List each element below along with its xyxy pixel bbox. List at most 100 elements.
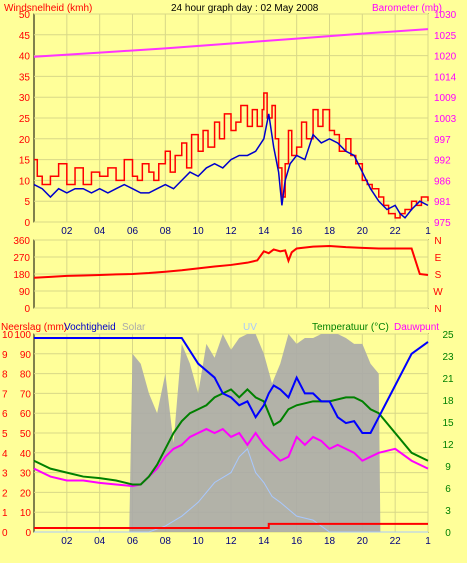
x-tick-label: 14: [258, 226, 270, 237]
y-right-temp-tick-label: 0: [445, 528, 451, 539]
x-tick-label: 16: [291, 536, 303, 547]
uv-label: UV: [243, 322, 257, 333]
solar-area: [34, 334, 428, 532]
y-left-tick-label: 30: [19, 93, 31, 104]
x-tick-label: 04: [94, 226, 106, 237]
y-left-rain-tick-label: 10: [2, 330, 14, 341]
x-tick-label: 16: [291, 226, 303, 237]
temperatuur-label: Temperatuur (°C): [312, 322, 389, 333]
x-tick-label: 02: [61, 536, 73, 547]
y-left-humidity-tick-label: 0: [25, 528, 31, 539]
y-right-tick-label: 1025: [434, 31, 457, 42]
top-right-title: Barometer (mb): [372, 3, 442, 14]
y-right-tick-label: E: [435, 253, 442, 264]
top-center-title: 24 hour graph day : 02 May 2008: [171, 3, 319, 14]
y-left-humidity-tick-label: 100: [14, 330, 31, 341]
x-tick-label: 08: [160, 536, 172, 547]
y-left-rain-tick-label: 2: [2, 488, 8, 499]
y-left-humidity-tick-label: 70: [20, 389, 32, 400]
y-left-humidity-tick-label: 10: [20, 508, 32, 519]
y-right-tick-label: 975: [434, 218, 451, 229]
y-right-tick-label: 1009: [434, 93, 457, 104]
barometer-series: [33, 28, 429, 58]
dauwpunt-series: [33, 427, 429, 488]
x-tick-label: 12: [225, 226, 237, 237]
y-right-tick-label: 1003: [434, 114, 457, 125]
vochtigheid-label: Vochtigheid: [64, 322, 116, 333]
windsnelheid-avg-series: [33, 113, 429, 219]
y-right-temp-tick-label: 12: [442, 440, 454, 451]
y-left-tick-label: 40: [19, 52, 31, 63]
y-right-tick-label: 997: [434, 135, 451, 146]
y-left-humidity-tick-label: 50: [20, 429, 32, 440]
y-left-humidity-tick-label: 90: [20, 350, 32, 361]
x-tick-label: 20: [357, 226, 369, 237]
y-right-temp-tick-label: 9: [445, 462, 451, 473]
y-right-temp-tick-label: 15: [442, 418, 454, 429]
y-right-tick-label: N: [434, 236, 441, 247]
y-left-humidity-tick-label: 20: [20, 488, 32, 499]
x-tick-label: 02: [61, 226, 73, 237]
vochtigheid-series: [34, 336, 429, 434]
y-left-tick-label: 45: [19, 31, 31, 42]
windsnelheid-series: [34, 92, 429, 219]
y-right-tick-label: 1014: [434, 72, 457, 83]
y-left-rain-tick-label: 3: [2, 469, 8, 480]
y-left-tick-label: 10: [19, 176, 31, 187]
y-left-tick-label: 0: [24, 218, 30, 229]
x-tick-label: 22: [390, 226, 402, 237]
x-tick-label: 04: [94, 536, 106, 547]
solar-label: Solar: [122, 322, 146, 333]
y-left-tick-label: 90: [19, 287, 31, 298]
y-left-rain-tick-label: 7: [2, 389, 8, 400]
x-tick-label: 08: [160, 226, 172, 237]
y-left-humidity-tick-label: 60: [20, 409, 32, 420]
y-right-tick-label: 981: [434, 197, 451, 208]
y-left-rain-tick-label: 6: [2, 409, 8, 420]
y-right-temp-tick-label: 23: [442, 352, 454, 363]
x-tick-label: 10: [193, 536, 205, 547]
y-left-tick-label: 35: [19, 72, 31, 83]
x-tick-label: 1: [425, 536, 431, 547]
top-left-title: Windsnelheid (kmh): [4, 3, 92, 14]
y-left-rain-tick-label: 0: [2, 528, 8, 539]
y-left-rain-tick-label: 1: [2, 508, 8, 519]
x-tick-label: 1: [425, 226, 431, 237]
y-right-temp-tick-label: 6: [445, 484, 451, 495]
dauwpunt-label: Dauwpunt: [394, 322, 439, 333]
x-tick-label: 20: [357, 536, 369, 547]
y-left-tick-label: 20: [19, 135, 31, 146]
y-right-temp-tick-label: 21: [442, 374, 454, 385]
y-left-tick-label: 270: [13, 253, 30, 264]
y-right-temp-tick-label: 25: [442, 330, 454, 341]
y-right-tick-label: 1030: [434, 10, 457, 21]
x-tick-label: 18: [324, 226, 336, 237]
temperatuur-series: [33, 388, 429, 486]
y-left-tick-label: 5: [24, 197, 30, 208]
y-right-temp-tick-label: 3: [445, 506, 451, 517]
x-tick-label: 06: [127, 226, 139, 237]
y-right-tick-label: 992: [434, 156, 451, 167]
y-right-tick-label: N: [434, 304, 441, 315]
wind-direction-series: [33, 245, 429, 279]
x-tick-label: 12: [225, 536, 237, 547]
y-left-rain-tick-label: 9: [2, 350, 8, 361]
x-tick-label: 22: [390, 536, 402, 547]
x-tick-label: 18: [324, 536, 336, 547]
x-tick-label: 06: [127, 536, 139, 547]
y-left-rain-tick-label: 5: [2, 429, 8, 440]
y-left-tick-label: 360: [13, 236, 30, 247]
neerslag-label: Neerslag (mm): [1, 322, 67, 333]
neerslag-series: [34, 522, 428, 529]
y-right-tick-label: 1020: [434, 52, 457, 63]
y-left-tick-label: 50: [19, 10, 31, 21]
y-left-tick-label: 0: [24, 304, 30, 315]
uv-series: [34, 447, 428, 533]
y-right-tick-label: S: [435, 270, 442, 281]
x-tick-label: 14: [258, 536, 270, 547]
y-left-rain-tick-label: 8: [2, 370, 8, 381]
y-left-humidity-tick-label: 80: [20, 370, 32, 381]
